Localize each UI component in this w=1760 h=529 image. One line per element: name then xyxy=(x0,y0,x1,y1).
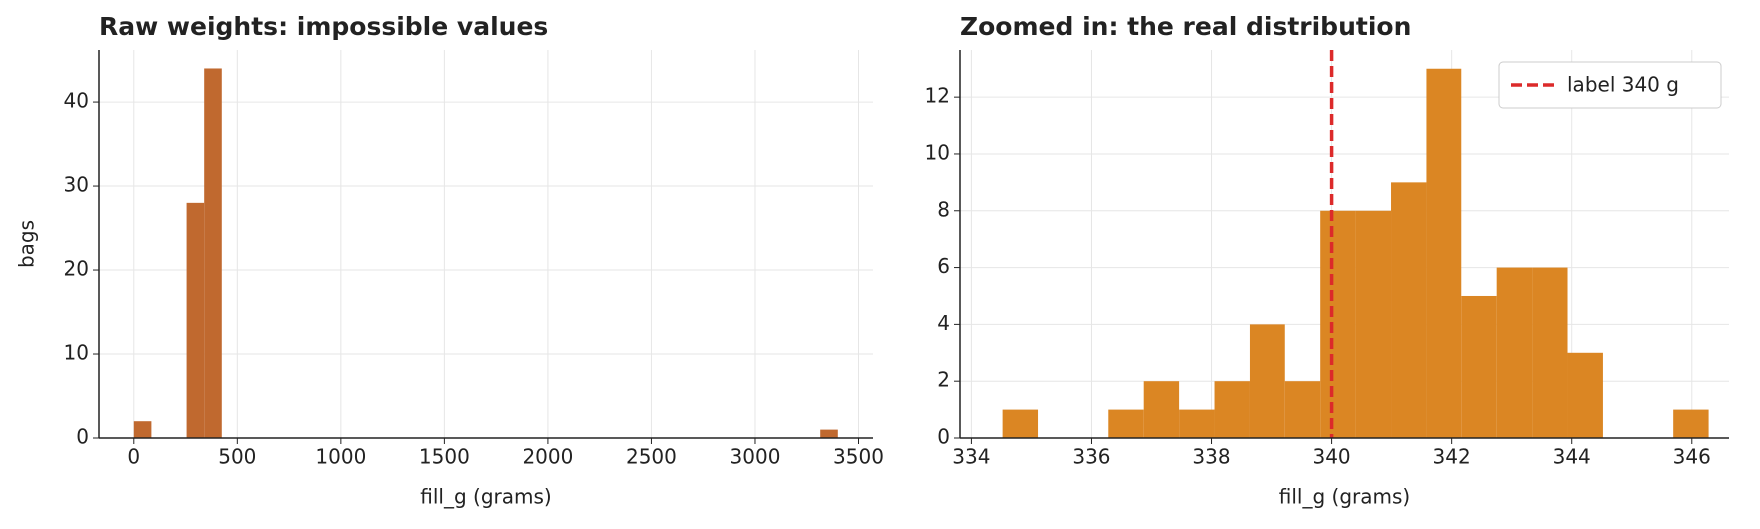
bar xyxy=(204,68,222,438)
legend-label: label 340 g xyxy=(1567,73,1679,97)
legend-box xyxy=(1498,61,1722,109)
bar xyxy=(1179,409,1215,438)
x-tick-label: 344 xyxy=(1553,445,1591,469)
bar xyxy=(1284,381,1321,438)
x-axis-label: fill_g (grams) xyxy=(1279,485,1410,509)
y-tick-label: 40 xyxy=(64,89,89,113)
y-tick-label: 8 xyxy=(937,197,950,221)
x-axis-label: fill_g (grams) xyxy=(420,485,551,509)
bar xyxy=(1143,381,1180,438)
y-tick-label: 2 xyxy=(937,368,950,392)
bar xyxy=(1002,409,1039,438)
bar xyxy=(1320,210,1356,438)
x-tick-label: 334 xyxy=(952,445,990,469)
bar xyxy=(1461,295,1497,438)
x-tick-label: 1500 xyxy=(419,445,470,469)
bar xyxy=(1426,68,1462,438)
chart-title: Raw weights: impossible values xyxy=(99,12,548,41)
y-tick-label: 30 xyxy=(64,173,89,197)
y-tick-label: 20 xyxy=(64,257,89,281)
bar xyxy=(1391,182,1427,438)
x-tick-label: 336 xyxy=(1072,445,1110,469)
bar xyxy=(133,421,152,438)
bar xyxy=(1249,324,1285,438)
bar xyxy=(1108,409,1144,438)
bar xyxy=(820,429,838,438)
y-tick-label: 4 xyxy=(937,311,950,335)
x-tick-label: 500 xyxy=(218,445,256,469)
y-tick-label: 6 xyxy=(937,254,950,278)
x-tick-label: 0 xyxy=(127,445,140,469)
bar xyxy=(1532,267,1568,438)
y-tick-label: 12 xyxy=(925,84,950,108)
x-tick-label: 338 xyxy=(1192,445,1230,469)
bar xyxy=(1496,267,1533,438)
y-tick-label: 0 xyxy=(937,425,950,449)
bar xyxy=(1214,381,1250,438)
x-tick-label: 342 xyxy=(1433,445,1471,469)
bar xyxy=(186,202,205,438)
y-tick-label: 0 xyxy=(76,425,89,449)
y-tick-label: 10 xyxy=(925,140,950,164)
x-tick-label: 1000 xyxy=(315,445,366,469)
x-tick-label: 346 xyxy=(1673,445,1711,469)
bar xyxy=(1355,210,1392,438)
y-axis-label: bags xyxy=(15,220,39,268)
x-tick-label: 2000 xyxy=(522,445,573,469)
x-tick-label: 3500 xyxy=(833,445,884,469)
bar xyxy=(1567,352,1603,438)
bar xyxy=(1673,409,1709,438)
chart-title: Zoomed in: the real distribution xyxy=(960,12,1411,41)
y-tick-label: 10 xyxy=(64,341,89,365)
x-tick-label: 2500 xyxy=(626,445,677,469)
x-tick-label: 340 xyxy=(1312,445,1350,469)
x-tick-label: 3000 xyxy=(730,445,781,469)
